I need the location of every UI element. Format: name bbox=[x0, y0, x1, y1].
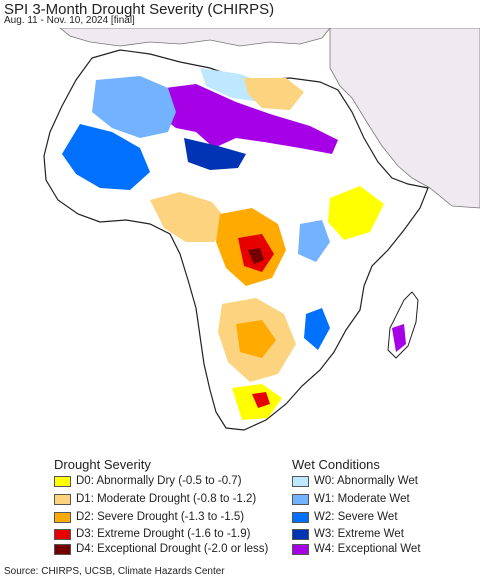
legend-label-w4: W4: Exceptional Wet bbox=[314, 543, 421, 555]
legend-label-w3: W3: Extreme Wet bbox=[314, 528, 404, 540]
legend-swatch-d1 bbox=[54, 493, 71, 505]
wet-legend-title: Wet Conditions bbox=[292, 457, 380, 472]
congo-exceptional-drought-patch bbox=[248, 248, 264, 264]
middle-east-landmass bbox=[329, 28, 480, 209]
legend-item-w0: W0: Abnormally Wet bbox=[292, 474, 418, 488]
anomaly-patches bbox=[62, 68, 406, 420]
legend-label-w2: W2: Severe Wet bbox=[314, 511, 398, 523]
east-africa-moderate-wet-patch bbox=[298, 220, 330, 262]
legend-label-d1: D1: Moderate Drought (-0.8 to -1.2) bbox=[76, 493, 257, 505]
legend-label-d3: D3: Extreme Drought (-1.6 to -1.9) bbox=[76, 528, 251, 540]
legend-swatch-w2 bbox=[292, 511, 309, 523]
legend-item-d2: D2: Severe Drought (-1.3 to -1.5) bbox=[54, 510, 244, 524]
legend-label-d2: D2: Severe Drought (-1.3 to -1.5) bbox=[76, 511, 245, 523]
central-sahel-extreme-wet-patch bbox=[184, 138, 246, 170]
gulf-guinea-moderate-drought-patch bbox=[150, 192, 230, 242]
west-africa-severe-wet-patch bbox=[62, 124, 150, 190]
legend-label-w1: W1: Moderate Wet bbox=[314, 493, 410, 505]
southern-africa-severe-drought-patch bbox=[236, 320, 276, 358]
legend-label-d0: D0: Abnormally Dry (-0.5 to -0.7) bbox=[76, 475, 242, 487]
africa-drought-map bbox=[0, 28, 480, 460]
legend-item-d1: D1: Moderate Drought (-0.8 to -1.2) bbox=[54, 492, 256, 506]
legend-item-d0: D0: Abnormally Dry (-0.5 to -0.7) bbox=[54, 474, 242, 488]
legend-swatch-w4 bbox=[292, 543, 309, 555]
legend-label-w0: W0: Abnormally Wet bbox=[314, 475, 418, 487]
mozambique-severe-wet-patch bbox=[304, 308, 330, 350]
south-africa-extreme-drought-patch bbox=[252, 392, 270, 408]
sahara-moderate-wet-patch bbox=[92, 76, 176, 138]
sahel-exceptional-wet-patch bbox=[150, 84, 338, 154]
legend-swatch-w1 bbox=[292, 493, 309, 505]
map-subtitle: Aug. 11 - Nov. 10, 2024 [final] bbox=[4, 15, 135, 26]
legend-item-w1: W1: Moderate Wet bbox=[292, 492, 410, 506]
legend-swatch-w3 bbox=[292, 528, 309, 540]
legend-item-d4: D4: Exceptional Drought (-2.0 or less) bbox=[54, 542, 268, 556]
legend-swatch-d4 bbox=[54, 543, 71, 555]
legend-swatch-w0 bbox=[292, 475, 309, 487]
legend-item-w2: W2: Severe Wet bbox=[292, 510, 398, 524]
legend-item-w4: W4: Exceptional Wet bbox=[292, 542, 421, 556]
legend-swatch-d2 bbox=[54, 511, 71, 523]
legend-item-d3: D3: Extreme Drought (-1.6 to -1.9) bbox=[54, 527, 250, 541]
source-credit: Source: CHIRPS, UCSB, Climate Hazards Ce… bbox=[4, 566, 225, 577]
drought-legend-title: Drought Severity bbox=[54, 457, 151, 472]
legend-label-d4: D4: Exceptional Drought (-2.0 or less) bbox=[76, 543, 269, 555]
map-title: SPI 3-Month Drought Severity (CHIRPS) bbox=[4, 1, 275, 18]
madagascar-exceptional-wet-patch bbox=[392, 324, 406, 352]
legend-item-w3: W3: Extreme Wet bbox=[292, 527, 404, 541]
legend-swatch-d0 bbox=[54, 475, 71, 487]
east-africa-abnormally-dry-patch bbox=[328, 186, 384, 240]
legend-swatch-d3 bbox=[54, 528, 71, 540]
europe-landmass bbox=[59, 28, 331, 47]
libya-moderate-drought-patch bbox=[244, 78, 304, 110]
